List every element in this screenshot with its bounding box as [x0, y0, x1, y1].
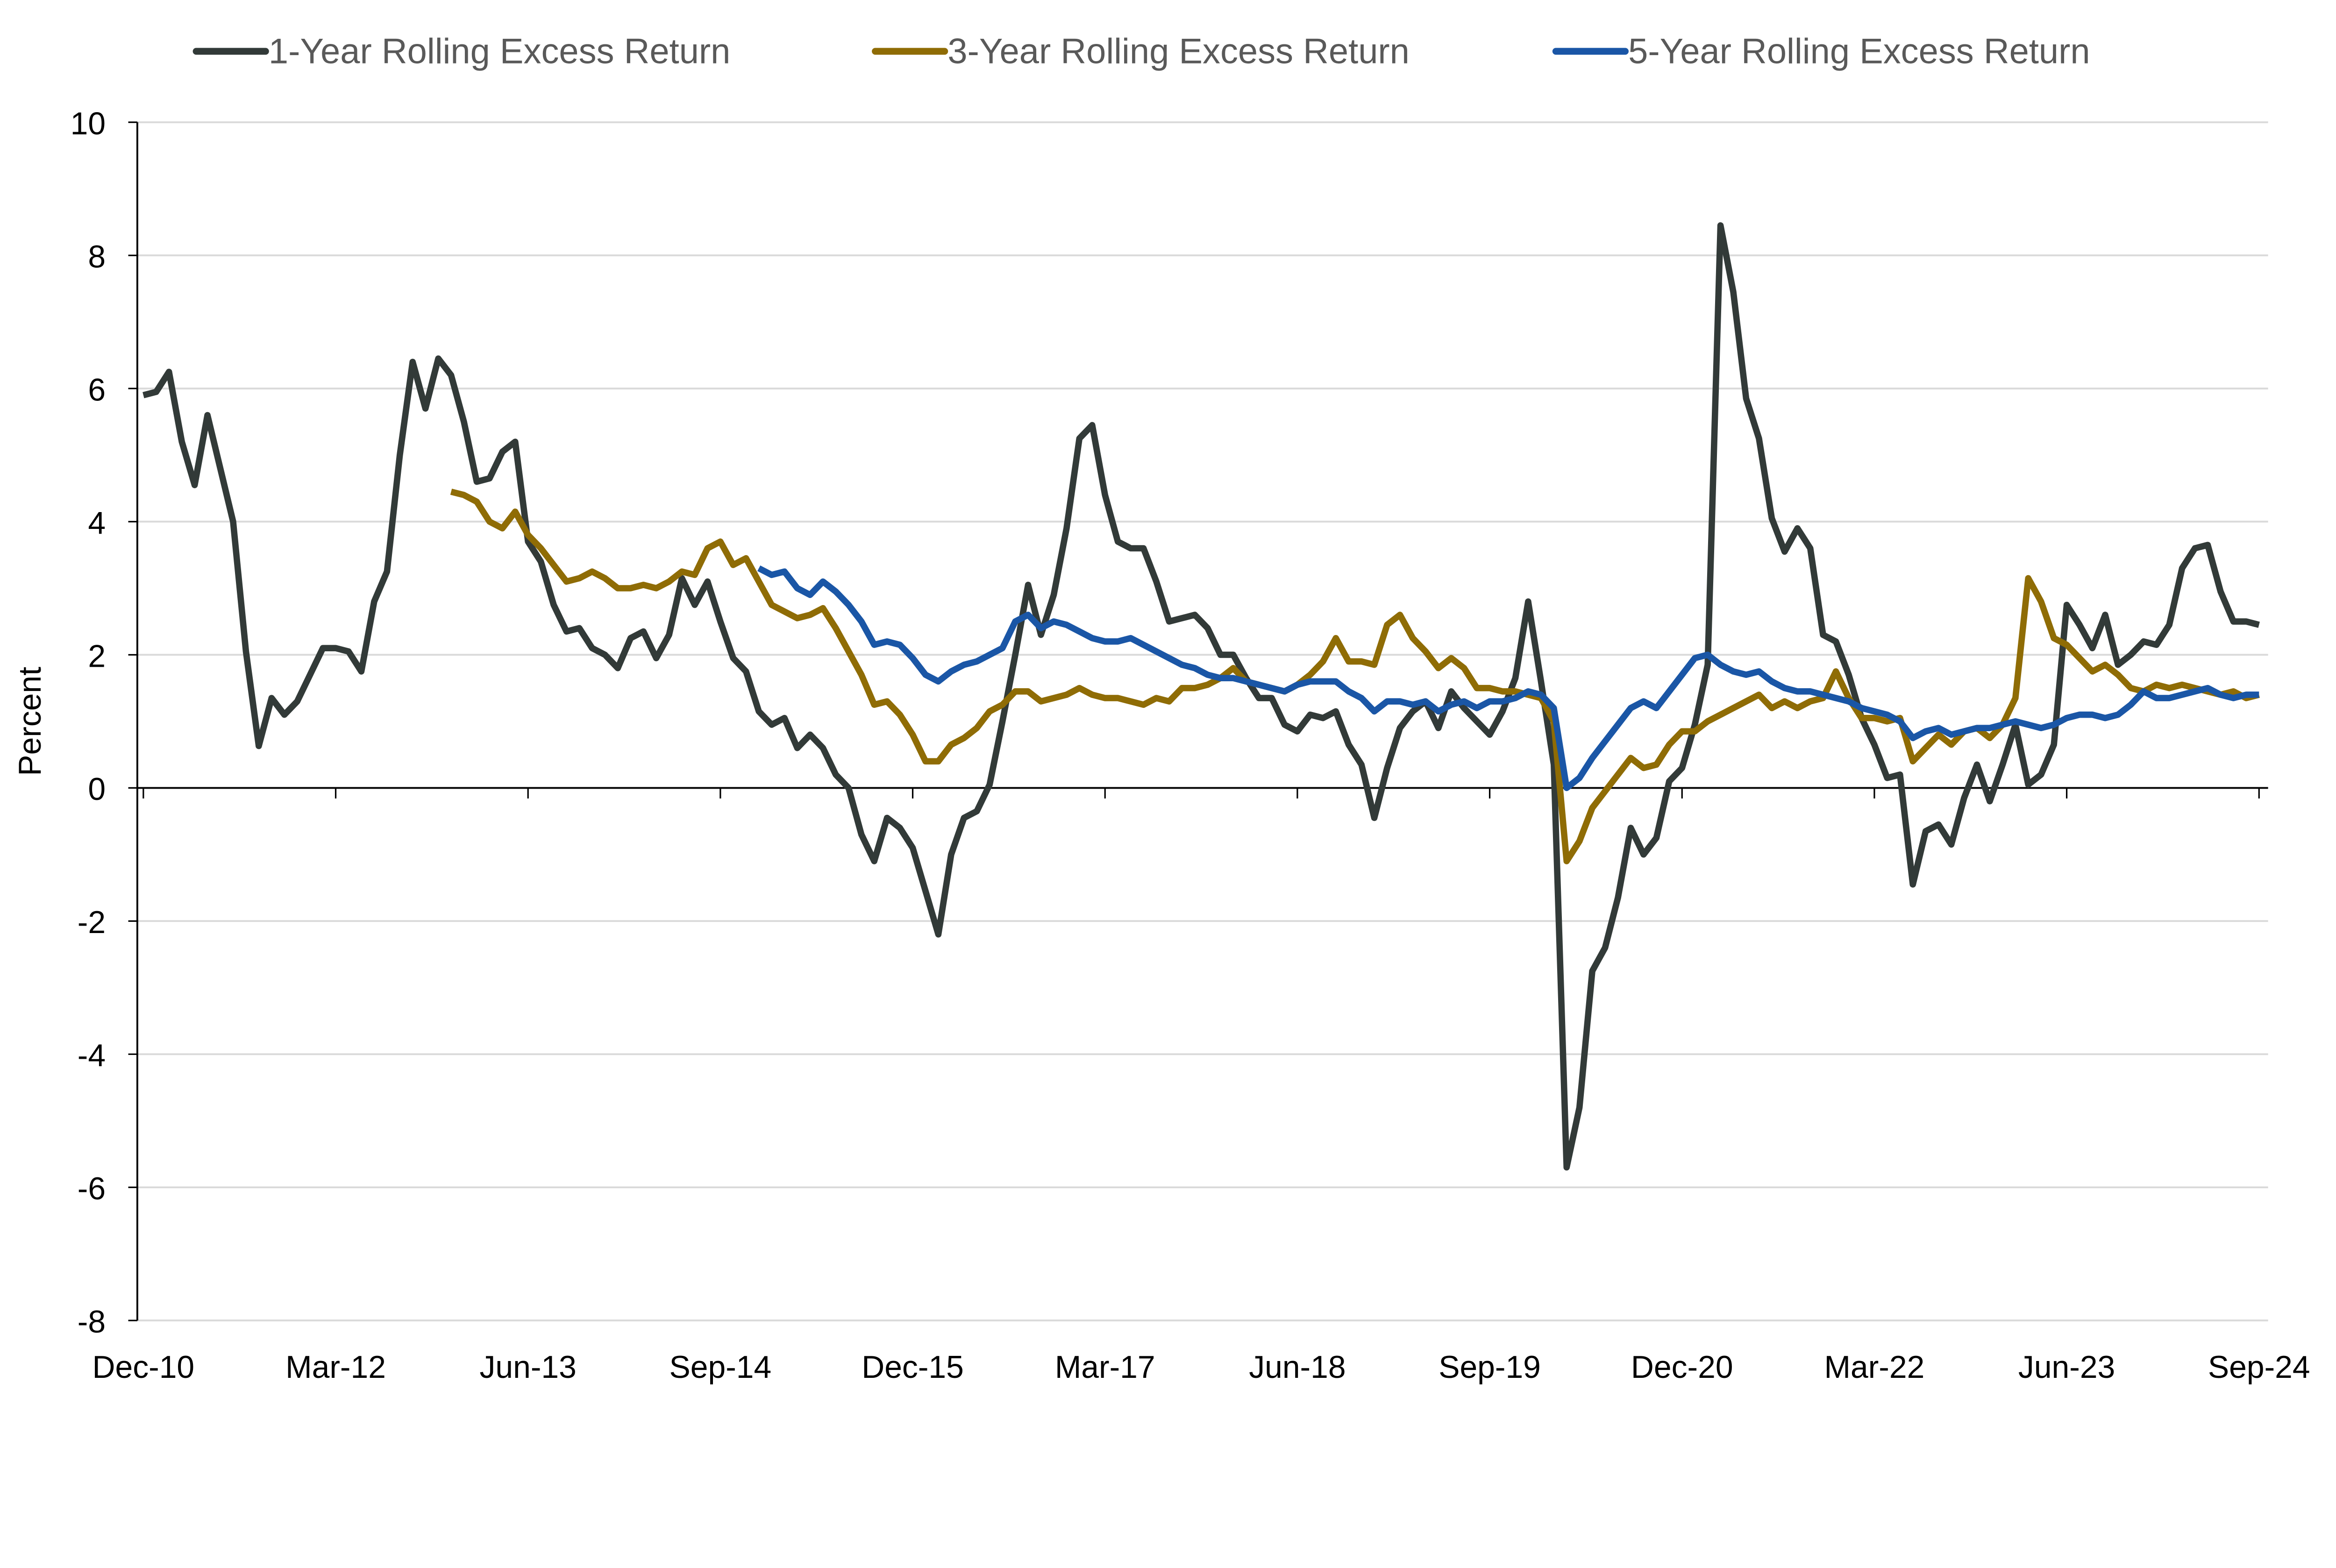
x-tick-label: Dec-15: [862, 1350, 964, 1385]
rolling-excess-return-chart: -8 -6 -4 -2 0 2 4 6 8 10 Dec-10 Mar-12 Jun-13 Sep-14…: [13, 32, 2310, 1385]
y-tick-label: 10: [71, 106, 106, 141]
series-lines: [142, 222, 2260, 1171]
x-tick-label: Jun-13: [480, 1350, 577, 1385]
y-tick-label: 6: [88, 372, 106, 407]
legend-label: 5-Year Rolling Excess Return: [1628, 32, 2090, 71]
y-tick-label: 8: [88, 239, 106, 274]
x-tick-label: Mar-17: [1055, 1350, 1155, 1385]
gridlines: [128, 121, 2268, 1322]
series-line-3: [757, 565, 2259, 791]
x-tick-label: Sep-24: [2208, 1350, 2310, 1385]
y-tick-label: 4: [88, 506, 106, 541]
series-line-1: [142, 222, 2260, 1171]
y-tick-label: -8: [78, 1304, 106, 1340]
x-tick-label: Sep-14: [669, 1350, 772, 1385]
x-tick-label: Jun-23: [2018, 1350, 2115, 1385]
y-axis-label: Percent: [13, 667, 48, 776]
y-tick-label: -6: [78, 1171, 106, 1206]
y-tick-label: 2: [88, 639, 106, 674]
legend-label: 1-Year Rolling Excess Return: [269, 32, 730, 71]
x-tick-label: Dec-20: [1631, 1350, 1733, 1385]
x-tick-labels: Dec-10 Mar-12 Jun-13 Sep-14 Dec-15 Mar-17 Jun-…: [93, 788, 2310, 1385]
y-tick-label: -4: [78, 1038, 106, 1073]
x-tick-label: Mar-12: [285, 1350, 386, 1385]
y-tick-labels: -8 -6 -4 -2 0 2 4 6 8 10: [71, 106, 106, 1340]
y-tick-label: -2: [78, 905, 106, 940]
x-tick-label: Mar-22: [1824, 1350, 1925, 1385]
x-tick-label: Sep-19: [1439, 1350, 1541, 1385]
series-line-2: [450, 488, 2260, 864]
legend: 1-Year Rolling Excess Return 3-Year Rolli…: [192, 32, 2090, 71]
legend-label: 3-Year Rolling Excess Return: [947, 32, 1409, 71]
x-tick-label: Jun-18: [1249, 1350, 1346, 1385]
x-tick-label: Dec-10: [93, 1350, 195, 1385]
y-tick-label: 0: [88, 772, 106, 807]
